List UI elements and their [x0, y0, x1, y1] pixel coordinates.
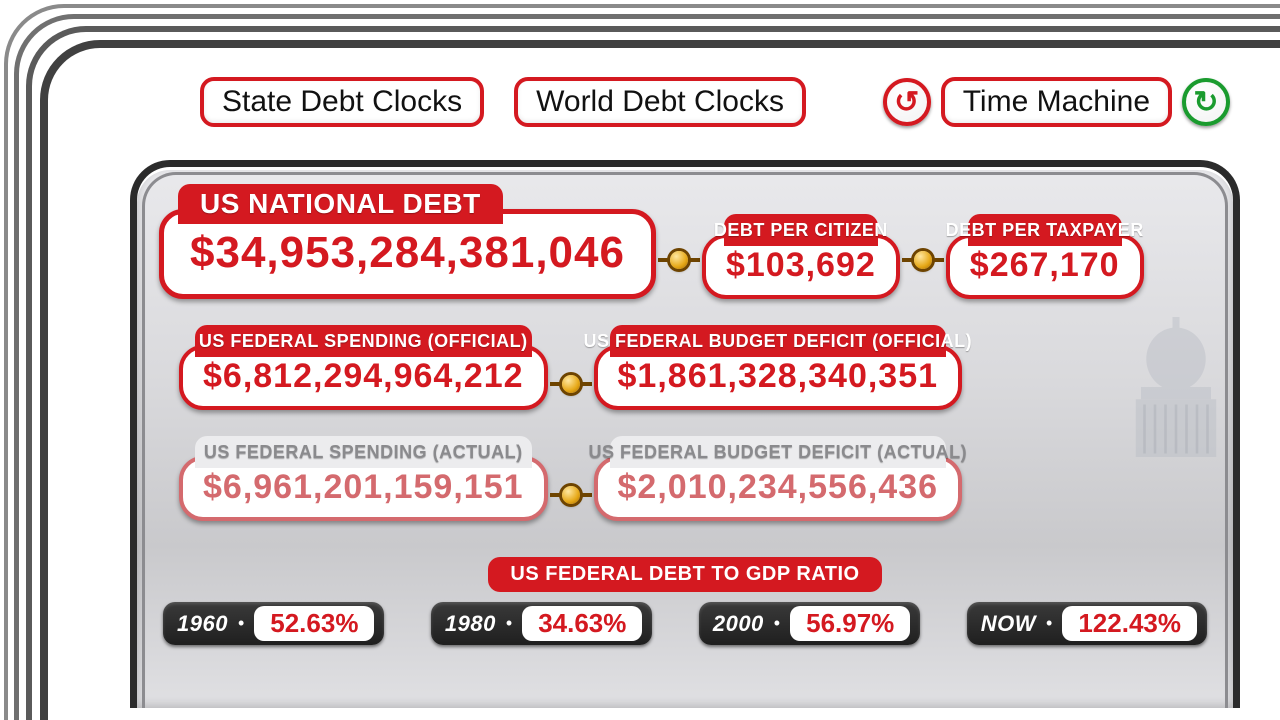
undo-icon: ↺: [894, 85, 919, 120]
gdp-ratio-item[interactable]: NOW • 122.43%: [967, 602, 1207, 645]
world-debt-clocks-button[interactable]: World Debt Clocks: [514, 77, 806, 127]
national-debt-cell[interactable]: US NATIONAL DEBT $34,953,284,381,046: [159, 209, 656, 299]
connector-icon: [670, 251, 688, 269]
state-debt-clocks-button[interactable]: State Debt Clocks: [200, 77, 484, 127]
spending-official-title: US FEDERAL SPENDING (OFFICIAL): [195, 325, 532, 357]
debt-per-citizen-cell[interactable]: DEBT PER CITIZEN $103,692: [702, 234, 900, 299]
national-debt-title: US NATIONAL DEBT: [178, 184, 503, 224]
deficit-actual-cell[interactable]: US FEDERAL BUDGET DEFICIT (ACTUAL) $2,01…: [594, 456, 963, 521]
connector-icon: [562, 486, 580, 504]
gdp-year: 2000: [713, 611, 764, 637]
spending-actual-title: US FEDERAL SPENDING (ACTUAL): [195, 436, 532, 468]
debt-per-citizen-title: DEBT PER CITIZEN: [724, 214, 878, 246]
national-debt-value: $34,953,284,381,046: [190, 228, 625, 278]
deficit-official-value: $1,861,328,340,351: [618, 357, 939, 396]
bullet-icon: •: [1046, 613, 1052, 634]
top-nav: State Debt Clocks World Debt Clocks ↺ Ti…: [200, 70, 1240, 134]
gdp-ratio-item[interactable]: 1960 • 52.63%: [163, 602, 384, 645]
gdp-ratio-item[interactable]: 1980 • 34.63%: [431, 602, 652, 645]
spending-actual-value: $6,961,201,159,151: [203, 468, 524, 507]
gdp-ratio-row: 1960 • 52.63% 1980 • 34.63% 2000 • 56.97…: [159, 602, 1211, 645]
time-machine-back-button[interactable]: ↺: [883, 78, 931, 126]
connector-icon: [562, 375, 580, 393]
gdp-value: 56.97%: [790, 606, 910, 641]
bullet-icon: •: [774, 613, 780, 634]
redo-icon: ↻: [1193, 85, 1218, 120]
capitol-icon: [1131, 317, 1221, 457]
deficit-actual-value: $2,010,234,556,436: [618, 468, 939, 507]
debt-per-taxpayer-cell[interactable]: DEBT PER TAXPAYER $267,170: [946, 234, 1144, 299]
deficit-actual-title: US FEDERAL BUDGET DEFICIT (ACTUAL): [610, 436, 947, 468]
debt-per-taxpayer-title: DEBT PER TAXPAYER: [968, 214, 1122, 246]
gdp-year: NOW: [981, 611, 1036, 637]
gdp-value: 52.63%: [254, 606, 374, 641]
deficit-official-cell[interactable]: US FEDERAL BUDGET DEFICIT (OFFICIAL) $1,…: [594, 345, 963, 410]
gdp-ratio-title: US FEDERAL DEBT TO GDP RATIO: [488, 557, 881, 592]
gdp-ratio-section: US FEDERAL DEBT TO GDP RATIO 1960 • 52.6…: [159, 557, 1211, 645]
main-panel: US NATIONAL DEBT $34,953,284,381,046 DEB…: [130, 160, 1240, 708]
gdp-value: 122.43%: [1062, 606, 1197, 641]
debt-per-taxpayer-value: $267,170: [970, 246, 1120, 285]
debt-per-citizen-value: $103,692: [726, 246, 876, 285]
gdp-value: 34.63%: [522, 606, 642, 641]
time-machine-button[interactable]: Time Machine: [941, 77, 1172, 127]
gdp-year: 1980: [445, 611, 496, 637]
time-machine-group: ↺ Time Machine ↻: [883, 77, 1230, 127]
gdp-ratio-item[interactable]: 2000 • 56.97%: [699, 602, 920, 645]
bullet-icon: •: [238, 613, 244, 634]
spending-official-cell[interactable]: US FEDERAL SPENDING (OFFICIAL) $6,812,29…: [179, 345, 548, 410]
spending-actual-cell[interactable]: US FEDERAL SPENDING (ACTUAL) $6,961,201,…: [179, 456, 548, 521]
bullet-icon: •: [506, 613, 512, 634]
spending-official-value: $6,812,294,964,212: [203, 357, 524, 396]
connector-icon: [914, 251, 932, 269]
deficit-official-title: US FEDERAL BUDGET DEFICIT (OFFICIAL): [610, 325, 947, 357]
time-machine-forward-button[interactable]: ↻: [1182, 78, 1230, 126]
gdp-year: 1960: [177, 611, 228, 637]
